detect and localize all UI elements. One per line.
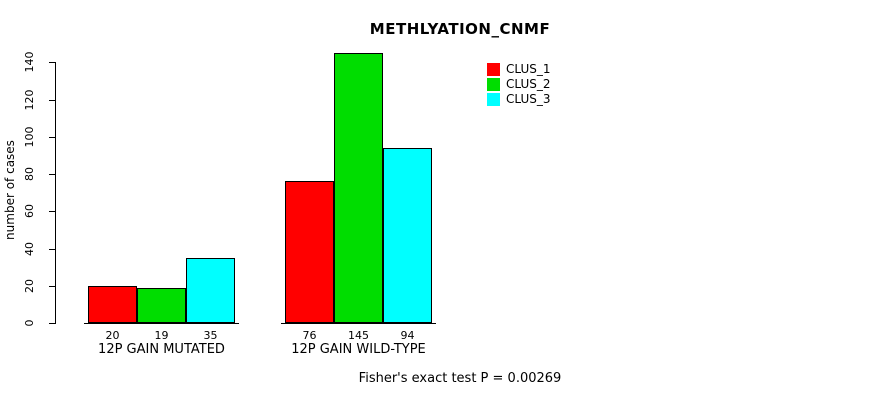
bar-clus_1-group1: [88, 286, 137, 323]
bar-clus_3-group1: [186, 258, 235, 323]
legend: CLUS_1 CLUS_2 CLUS_3: [487, 62, 607, 107]
bar-value-label: 76: [302, 329, 317, 342]
bar-value-label: 19: [154, 329, 169, 342]
y-tick-label: 100: [23, 126, 36, 148]
y-tick-label: 20: [23, 278, 36, 293]
y-axis-line: [55, 62, 56, 324]
y-tick: [49, 248, 55, 250]
y-tick: [49, 211, 55, 213]
bar-value-label: 145: [348, 329, 369, 342]
category-label: 12P GAIN WILD-TYPE: [291, 342, 426, 357]
bar-value-label: 35: [203, 329, 218, 342]
bar-clus_3-group2: [383, 148, 432, 323]
annotation-text: Fisher's exact test P = 0.00269: [358, 371, 562, 386]
chart-title: METHLYATION_CNMF: [369, 20, 551, 38]
legend-item-clus_3: CLUS_3: [487, 92, 607, 107]
y-tick: [49, 285, 55, 287]
y-axis-label: number of cases: [3, 140, 17, 240]
legend-swatch-clus_3: [487, 93, 500, 106]
y-tick-label: 80: [23, 167, 36, 182]
bar-value-label: 20: [105, 329, 120, 342]
y-tick: [49, 323, 55, 324]
y-tick-label: 60: [23, 204, 36, 219]
x-axis-segment: [281, 323, 436, 324]
x-axis-segment: [84, 323, 239, 324]
y-tick-label: 140: [23, 51, 36, 73]
bar-clus_1-group2: [285, 181, 334, 323]
category-label: 12P GAIN MUTATED: [98, 342, 225, 357]
y-tick: [49, 174, 55, 176]
bar-clus_2-group2: [334, 53, 383, 323]
y-tick-label: 40: [23, 241, 36, 256]
y-tick: [49, 62, 55, 64]
legend-swatch-clus_2: [487, 78, 500, 91]
bar-value-label: 94: [400, 329, 415, 342]
legend-label: CLUS_1: [506, 62, 551, 76]
legend-item-clus_2: CLUS_2: [487, 77, 607, 92]
legend-item-clus_1: CLUS_1: [487, 62, 607, 77]
legend-label: CLUS_2: [506, 77, 551, 91]
legend-label: CLUS_3: [506, 92, 551, 106]
y-tick: [49, 99, 55, 101]
y-tick-label: 0: [23, 319, 36, 327]
bar-clus_2-group1: [137, 288, 186, 323]
legend-swatch-clus_1: [487, 63, 500, 76]
y-tick: [49, 136, 55, 138]
y-tick-label: 120: [23, 89, 36, 111]
